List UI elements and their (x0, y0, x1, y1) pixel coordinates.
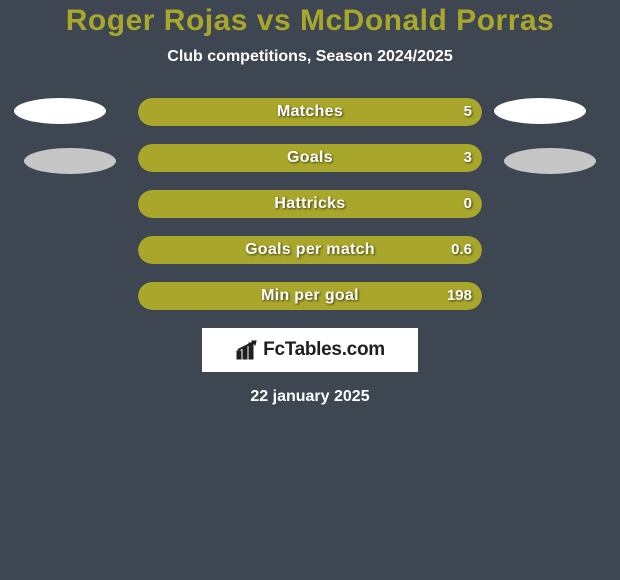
decor-ellipse-right-2 (504, 148, 596, 174)
stat-bar-value: 0.6 (451, 236, 472, 264)
stat-bar-label: Min per goal (138, 282, 482, 310)
page-title: Roger Rojas vs McDonald Porras (0, 0, 620, 38)
stat-bar-label: Goals per match (138, 236, 482, 264)
bars-container: Matches 5 Goals 3 Hattricks 0 Goals per … (138, 98, 482, 310)
stat-bar-goals-per-match: Goals per match 0.6 (138, 236, 482, 264)
stat-bar-value: 198 (447, 282, 472, 310)
stat-bar-matches: Matches 5 (138, 98, 482, 126)
stats-area: Matches 5 Goals 3 Hattricks 0 Goals per … (0, 98, 620, 310)
bar-chart-icon (235, 339, 261, 361)
decor-ellipse-left-2 (24, 148, 116, 174)
fctables-logo: FcTables.com (202, 328, 418, 372)
stat-bar-label: Hattricks (138, 190, 482, 218)
stat-bar-value: 0 (464, 190, 472, 218)
decor-ellipse-left-1 (14, 98, 106, 124)
stat-bar-goals: Goals 3 (138, 144, 482, 172)
stat-bar-value: 3 (464, 144, 472, 172)
fctables-logo-text: FcTables.com (263, 339, 385, 361)
stat-bar-label: Goals (138, 144, 482, 172)
stat-bar-min-per-goal: Min per goal 198 (138, 282, 482, 310)
stat-bar-hattricks: Hattricks 0 (138, 190, 482, 218)
page-root: Roger Rojas vs McDonald Porras Club comp… (0, 0, 620, 580)
stat-bar-value: 5 (464, 98, 472, 126)
page-subtitle: Club competitions, Season 2024/2025 (0, 48, 620, 66)
decor-ellipse-right-1 (494, 98, 586, 124)
stat-bar-label: Matches (138, 98, 482, 126)
date-label: 22 january 2025 (0, 388, 620, 406)
